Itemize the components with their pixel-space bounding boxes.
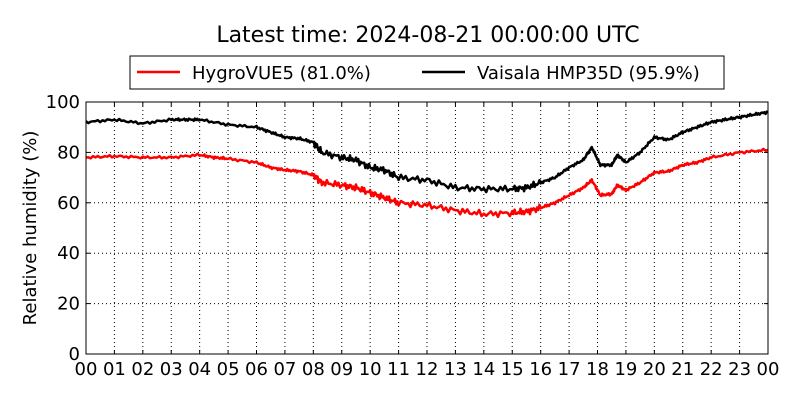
x-tick-label: 02 — [131, 359, 154, 380]
x-tick-label: 07 — [273, 359, 296, 380]
y-tick-label: 100 — [46, 92, 80, 113]
x-tick-label: 17 — [558, 359, 581, 380]
y-tick-label: 20 — [57, 294, 80, 315]
x-tick-label: 00 — [75, 359, 98, 380]
x-tick-label: 23 — [728, 359, 751, 380]
x-tick-label: 10 — [359, 359, 382, 380]
y-tick-label: 0 — [69, 344, 80, 365]
x-tick-label: 18 — [586, 359, 609, 380]
x-tick-label: 04 — [188, 359, 211, 380]
x-tick-label: 12 — [416, 359, 439, 380]
x-tick-label: 00 — [757, 359, 780, 380]
x-tick-label: 16 — [529, 359, 552, 380]
x-tick-label: 19 — [614, 359, 637, 380]
y-axis-label: Relative humidity (%) — [20, 131, 41, 326]
series-group — [85, 110, 769, 219]
y-tick-label: 60 — [57, 193, 80, 214]
legend-label-hygrovue5: HygroVUE5 (81.0%) — [192, 63, 371, 84]
x-tick-label: 20 — [643, 359, 666, 380]
y-tick-label: 80 — [57, 142, 80, 163]
x-tick-label: 05 — [217, 359, 240, 380]
x-tick-label: 01 — [103, 359, 126, 380]
x-tick-label: 09 — [330, 359, 353, 380]
x-tick-label: 06 — [245, 359, 268, 380]
x-tick-label: 21 — [671, 359, 694, 380]
grid — [86, 102, 768, 354]
x-tick-label: 13 — [444, 359, 467, 380]
legend: HygroVUE5 (81.0%) Vaisala HMP35D (95.9%) — [129, 55, 725, 90]
chart-title: Latest time: 2024-08-21 00:00:00 UTC — [216, 23, 639, 48]
x-tick-label: 14 — [472, 359, 495, 380]
series-line-vaisala-hmp35d — [85, 110, 769, 194]
series-line-hygrovue5 — [86, 147, 769, 219]
x-tick-label: 03 — [160, 359, 183, 380]
x-tick-label: 08 — [302, 359, 325, 380]
legend-label-vaisala: Vaisala HMP35D (95.9%) — [477, 63, 700, 84]
ticks: 00 01 02 03 04 05 06 07 08 09 10 11 12 13 14 15 16 17 18 19… — [46, 92, 780, 380]
x-tick-label: 22 — [700, 359, 723, 380]
y-tick-label: 40 — [57, 243, 80, 264]
x-tick-label: 11 — [387, 359, 410, 380]
x-tick-label: 15 — [501, 359, 524, 380]
